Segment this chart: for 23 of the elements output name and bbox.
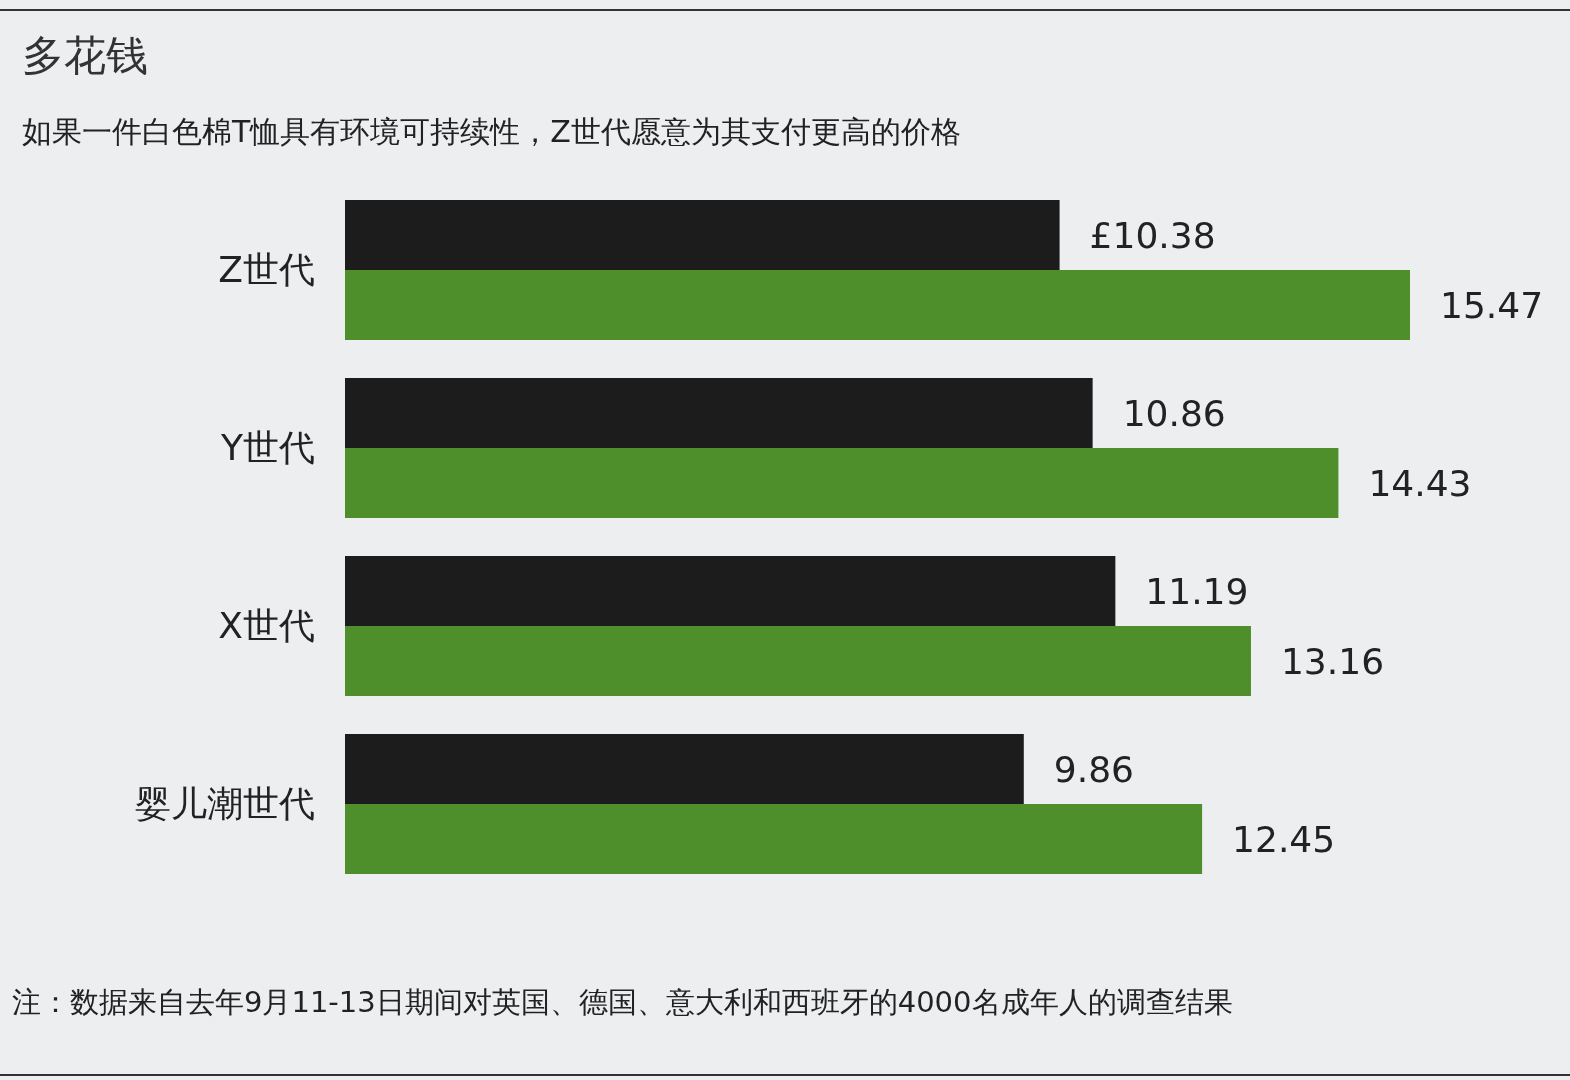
chart-title: 多花钱 bbox=[22, 31, 148, 80]
bar bbox=[345, 200, 1060, 270]
data-label: 11.19 bbox=[1145, 571, 1249, 612]
y-tick-label: 婴儿潮世代 bbox=[135, 783, 315, 824]
data-label: 9.86 bbox=[1053, 749, 1134, 790]
bar bbox=[345, 448, 1339, 518]
bar bbox=[345, 804, 1203, 874]
bar bbox=[345, 270, 1410, 340]
bar bbox=[345, 556, 1116, 626]
data-label: £10.38 bbox=[1089, 215, 1216, 256]
y-tick-label: Z世代 bbox=[218, 249, 315, 290]
data-label: 14.43 bbox=[1368, 463, 1472, 504]
text: 注：数据来自去年9月11-13日期间对英国、德国、意大利和西班牙的4000名成年人的调查结果 bbox=[12, 985, 1233, 1019]
chart-subtitle: 如果一件白色棉T恤具有环境可持续性，Z世代愿意为其支付更高的价格 bbox=[22, 114, 961, 149]
data-label: 12.45 bbox=[1232, 819, 1336, 860]
y-tick-label: X世代 bbox=[218, 605, 315, 646]
bar bbox=[345, 734, 1024, 804]
data-label: 10.86 bbox=[1122, 393, 1226, 434]
data-label: 13.16 bbox=[1280, 641, 1385, 682]
bar bbox=[345, 378, 1093, 448]
y-tick-label: Y世代 bbox=[220, 427, 315, 468]
bar bbox=[345, 626, 1251, 696]
data-label: 15.47 bbox=[1440, 285, 1544, 326]
